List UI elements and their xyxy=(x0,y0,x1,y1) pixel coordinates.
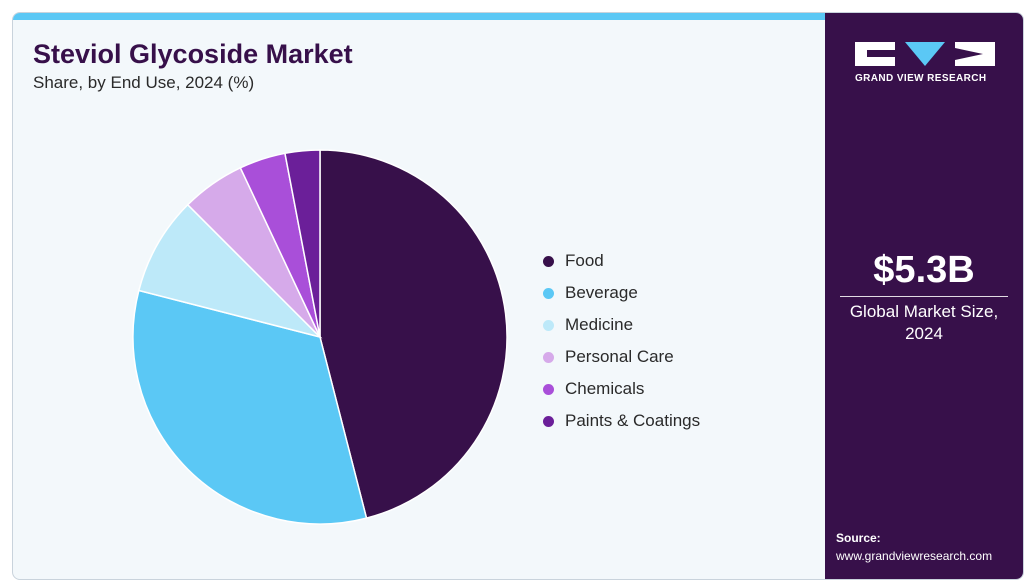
gvr-logo-icon xyxy=(855,42,995,66)
legend-swatch xyxy=(543,319,554,331)
legend-item-paints-coatings: Paints & Coatings xyxy=(543,405,700,437)
legend-label: Food xyxy=(565,251,604,270)
market-size-value: $5.3B xyxy=(873,249,975,291)
brand-logo: GRAND VIEW RESEARCH xyxy=(855,40,995,90)
legend-label: Personal Care xyxy=(565,347,674,366)
legend-item-medicine: Medicine xyxy=(543,309,700,341)
chart-legend: Food Beverage Medicine Personal Care Che… xyxy=(543,245,700,437)
market-label-line2: 2024 xyxy=(905,324,943,343)
chart-subtitle: Share, by End Use, 2024 (%) xyxy=(33,73,255,92)
chart-title: Steviol Glycoside Market xyxy=(33,39,353,69)
divider xyxy=(840,296,1008,297)
market-size-label: Global Market Size, 2024 xyxy=(825,301,1023,345)
legend-swatch xyxy=(543,287,554,299)
legend-label: Chemicals xyxy=(565,379,645,398)
legend-label: Paints & Coatings xyxy=(565,411,701,430)
accent-bar xyxy=(13,13,825,20)
legend-item-chemicals: Chemicals xyxy=(543,373,700,405)
legend-label: Medicine xyxy=(565,315,634,334)
source-link[interactable]: www.grandviewresearch.com xyxy=(836,549,993,563)
pie-slice-beverage xyxy=(132,289,368,525)
legend-swatch xyxy=(543,415,554,427)
source-label: Source: xyxy=(836,531,881,545)
legend-item-personal-care: Personal Care xyxy=(543,341,700,373)
chart-card: Steviol Glycoside Market Share, by End U… xyxy=(12,12,1024,580)
legend-swatch xyxy=(543,351,554,363)
legend-label: Beverage xyxy=(565,283,638,302)
legend-item-food: Food xyxy=(543,245,700,277)
pie-slice-paints-coatings xyxy=(284,149,321,338)
legend-item-beverage: Beverage xyxy=(543,277,700,309)
pie-slice-food xyxy=(319,149,508,520)
pie-chart xyxy=(132,149,508,525)
legend-swatch xyxy=(543,383,554,395)
brand-name: GRAND VIEW RESEARCH xyxy=(855,73,987,84)
pie-slice-medicine xyxy=(137,203,323,339)
legend-swatch xyxy=(543,255,554,267)
market-label-line1: Global Market Size, xyxy=(849,302,999,321)
sidebar: GRAND VIEW RESEARCH $5.3B Global Market … xyxy=(825,13,1023,579)
